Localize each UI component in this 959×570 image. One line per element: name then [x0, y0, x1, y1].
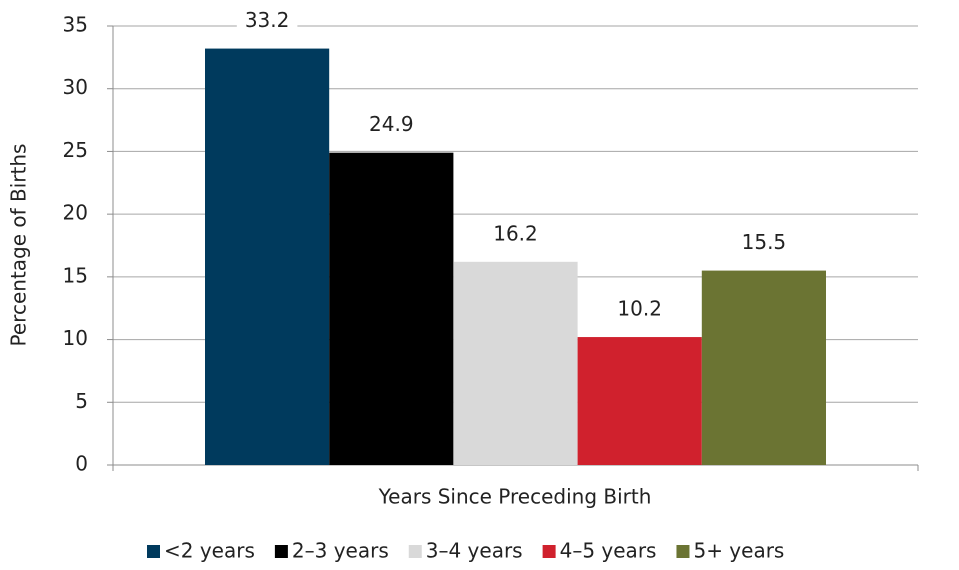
data-label: 10.2: [617, 297, 662, 321]
data-label-bg: [236, 8, 298, 35]
bar: [205, 48, 330, 465]
legend-swatch: [274, 545, 288, 558]
data-label: 33.2: [245, 8, 290, 32]
legend-swatch: [542, 545, 556, 558]
y-tick-label: 5: [75, 389, 88, 413]
legend-label: 5+ years: [693, 539, 784, 563]
y-tick-label: 10: [63, 326, 88, 350]
legend-swatch: [147, 545, 160, 558]
legend-label: 3–4 years: [426, 539, 523, 563]
legend-label: <2 years: [164, 539, 255, 563]
data-label-bg: [361, 112, 422, 139]
data-label: 16.2: [493, 221, 538, 245]
y-tick-label: 20: [63, 201, 88, 225]
y-tick-label: 30: [63, 75, 88, 99]
x-axis-title: Years Since Preceding Birth: [378, 485, 652, 509]
legend-swatch: [408, 545, 422, 558]
y-tick-label: 15: [63, 263, 88, 287]
bar: [453, 261, 578, 465]
data-label: 24.9: [369, 112, 414, 136]
bar: [577, 337, 702, 465]
bar: [701, 270, 826, 465]
bar: [329, 152, 454, 465]
y-tick-label: 0: [75, 452, 88, 476]
data-label: 15.5: [742, 230, 787, 254]
data-label-bg: [609, 297, 670, 324]
legend-swatch: [676, 545, 690, 558]
y-tick-label: 25: [63, 138, 88, 162]
y-tick-label: 35: [63, 13, 88, 37]
legend-label: 2–3 years: [292, 539, 389, 563]
data-label-bg: [733, 230, 795, 257]
y-axis-title: Percentage of Births: [7, 144, 31, 347]
data-label-bg: [485, 221, 546, 248]
legend-label: 4–5 years: [560, 539, 657, 563]
